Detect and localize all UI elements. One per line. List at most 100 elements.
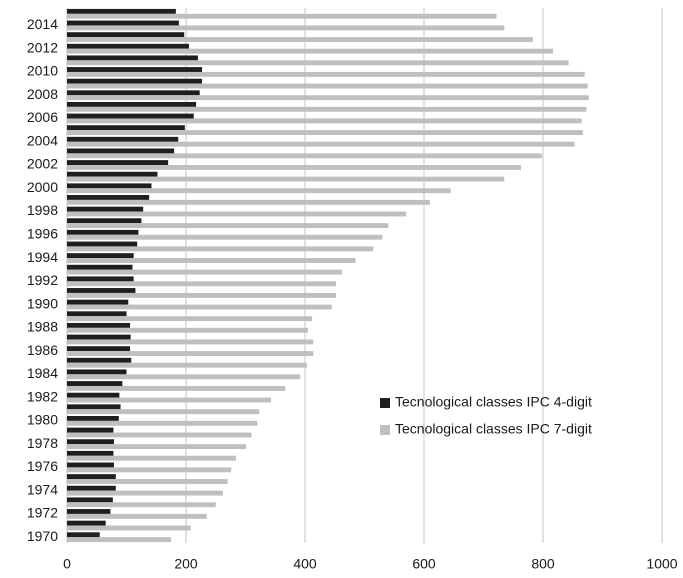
bar	[67, 462, 115, 468]
bar	[67, 327, 308, 333]
legend-swatch	[380, 398, 390, 408]
bar	[67, 392, 120, 398]
bar	[67, 455, 236, 461]
x-tick-label: 0	[63, 556, 71, 572]
bar	[67, 195, 150, 200]
legend-swatch	[380, 425, 390, 435]
bar	[67, 241, 138, 247]
y-tick-label: 1978	[27, 435, 58, 451]
bar	[67, 153, 542, 159]
bar	[67, 118, 582, 124]
y-tick-label: 2004	[27, 132, 58, 148]
bar	[67, 525, 191, 531]
y-tick-label: 2014	[27, 16, 58, 32]
y-tick-label: 1972	[27, 505, 58, 521]
y-tick-label: 1982	[27, 388, 58, 404]
bar	[67, 188, 451, 194]
bar	[67, 199, 430, 205]
bar	[67, 37, 533, 42]
bar	[67, 497, 113, 503]
y-tick-label: 1976	[27, 458, 58, 474]
bar	[67, 211, 407, 217]
bar	[67, 48, 554, 54]
bar	[67, 520, 106, 526]
y-tick-label: 1998	[27, 202, 58, 218]
y-tick-label: 2006	[27, 109, 58, 125]
y-tick-label: 1990	[27, 295, 58, 311]
y-tick-label: 1980	[27, 412, 58, 428]
x-tick-label: 600	[412, 556, 436, 572]
bar	[67, 502, 216, 508]
bar	[67, 397, 272, 403]
bar	[67, 513, 207, 519]
bar	[67, 374, 301, 380]
y-tick-label: 1996	[27, 225, 58, 241]
y-tick-label: 2012	[27, 39, 58, 55]
x-tick-label: 1000	[646, 556, 677, 572]
bar	[67, 385, 286, 391]
bar	[67, 229, 139, 235]
bar	[67, 409, 260, 415]
y-tick-label: 1986	[27, 342, 58, 358]
bar	[67, 148, 175, 154]
bar	[67, 292, 336, 298]
bar	[67, 32, 185, 38]
y-tick-label: 1974	[27, 481, 58, 497]
bar	[67, 269, 342, 275]
bar	[67, 25, 505, 31]
y-tick-label: 1992	[27, 272, 58, 288]
bar	[67, 78, 203, 84]
bar	[67, 299, 129, 305]
x-tick-label: 400	[293, 556, 317, 572]
bar	[67, 485, 116, 491]
bar	[67, 43, 189, 49]
x-tick-label: 200	[174, 556, 198, 572]
bar	[67, 532, 100, 538]
legend-label: Tecnological classes IPC 7-digit	[395, 421, 592, 437]
y-tick-label: 1970	[27, 528, 58, 544]
bar	[67, 316, 313, 322]
bar	[67, 322, 131, 328]
bar	[67, 176, 505, 182]
bar	[67, 101, 197, 107]
y-tick-label: 1994	[27, 249, 58, 265]
bar	[67, 288, 136, 293]
bar	[67, 165, 521, 170]
bar	[67, 246, 374, 252]
bar	[67, 171, 158, 177]
bar	[67, 474, 116, 480]
bar	[67, 351, 314, 356]
bar	[67, 427, 114, 433]
bar	[67, 311, 127, 317]
legend-label: Tecnological classes IPC 4-digit	[395, 394, 592, 410]
bar	[67, 136, 179, 142]
bar	[67, 141, 575, 147]
bar	[67, 381, 123, 386]
bar	[67, 479, 228, 484]
bar	[67, 334, 131, 340]
bar	[67, 264, 133, 270]
bar	[67, 339, 314, 345]
bar	[67, 130, 583, 136]
bar	[67, 234, 383, 240]
bar	[67, 415, 119, 421]
bar	[67, 439, 115, 445]
bar	[67, 444, 247, 450]
bar	[67, 71, 585, 77]
bar	[67, 362, 307, 368]
bar	[67, 253, 134, 259]
bar	[67, 125, 185, 131]
bar	[67, 55, 198, 61]
bar	[67, 83, 588, 89]
bar	[67, 223, 389, 229]
bar	[67, 432, 252, 438]
bar	[67, 218, 142, 224]
y-tick-label: 2000	[27, 179, 58, 195]
bar	[67, 276, 134, 282]
y-tick-label: 2008	[27, 86, 58, 102]
bar	[67, 95, 589, 101]
bar	[67, 369, 127, 375]
bar	[67, 113, 194, 119]
y-tick-label: 2010	[27, 63, 58, 79]
